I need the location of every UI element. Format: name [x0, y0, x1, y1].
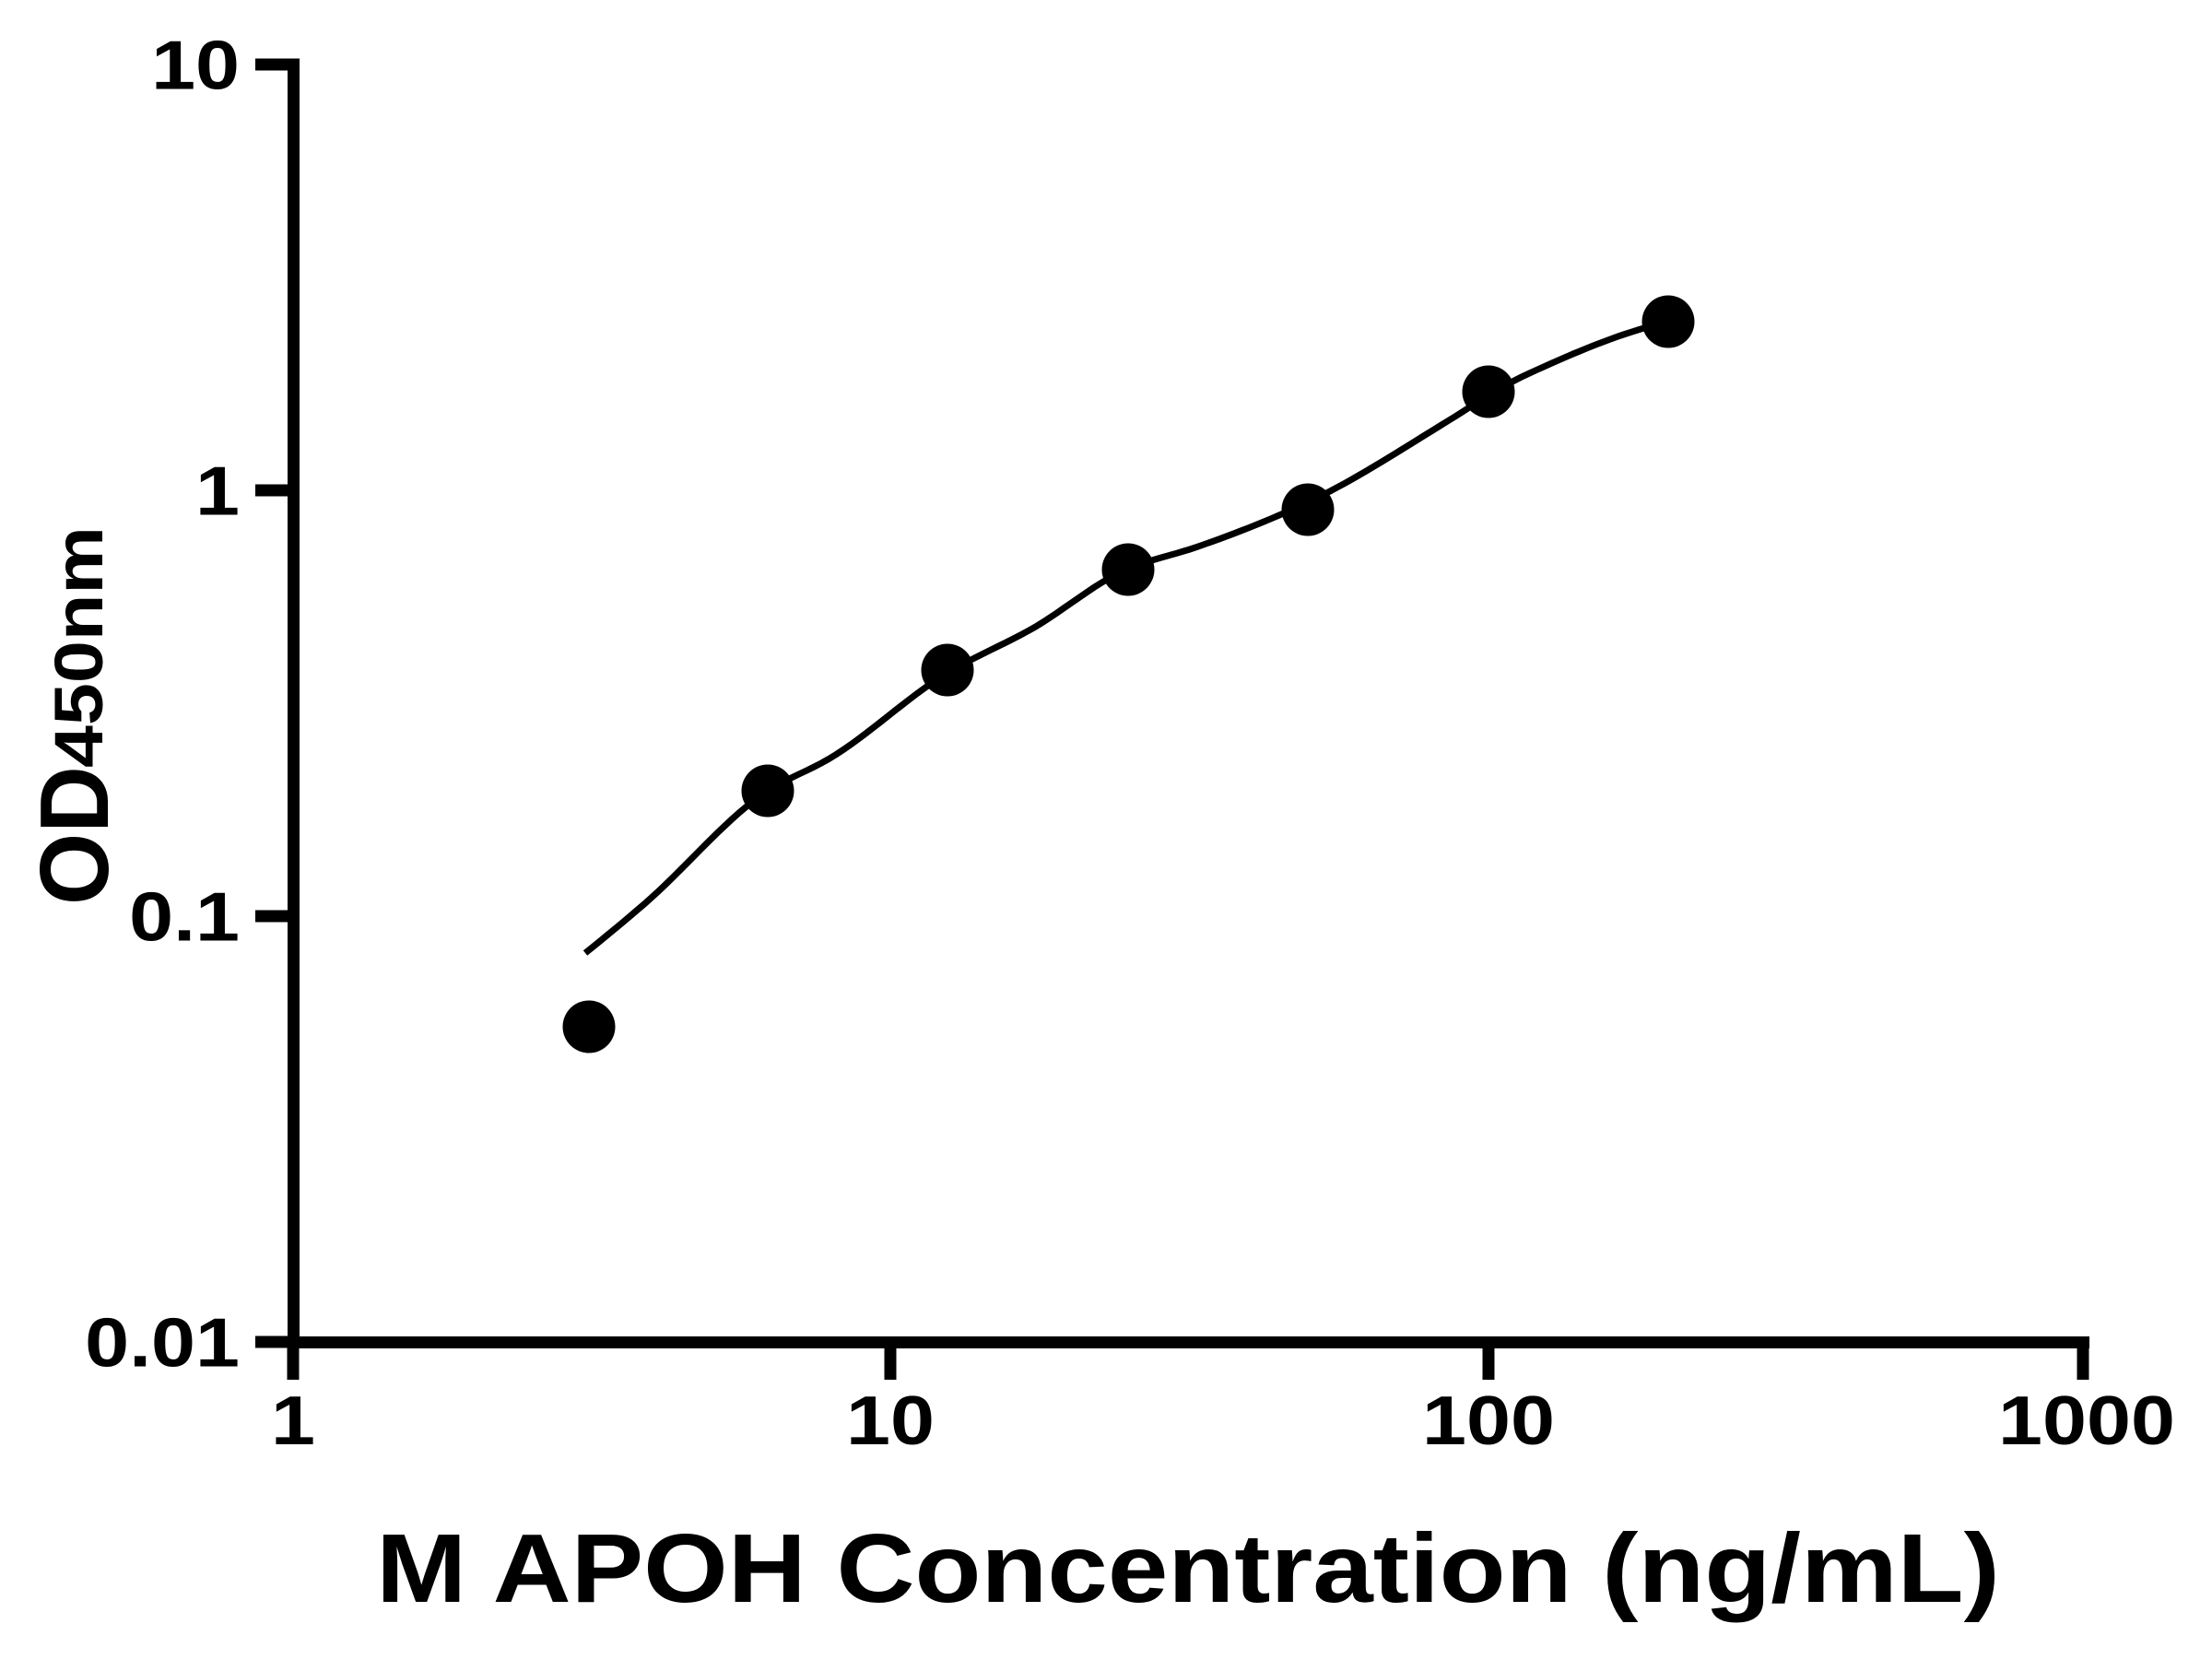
svg-text:0.01: 0.01: [85, 1305, 240, 1382]
svg-text:1: 1: [195, 453, 240, 531]
svg-text:100: 100: [1422, 1382, 1555, 1460]
svg-text:450nm: 450nm: [41, 526, 117, 768]
svg-text:10: 10: [846, 1382, 935, 1460]
svg-text:M APOH Concentration (ng/mL): M APOH Concentration (ng/mL): [376, 1513, 2000, 1622]
svg-text:10: 10: [151, 28, 240, 105]
svg-text:0.1: 0.1: [129, 879, 240, 957]
svg-text:1: 1: [271, 1382, 315, 1460]
svg-text:1000: 1000: [1998, 1382, 2175, 1460]
svg-text:OD: OD: [19, 766, 129, 905]
